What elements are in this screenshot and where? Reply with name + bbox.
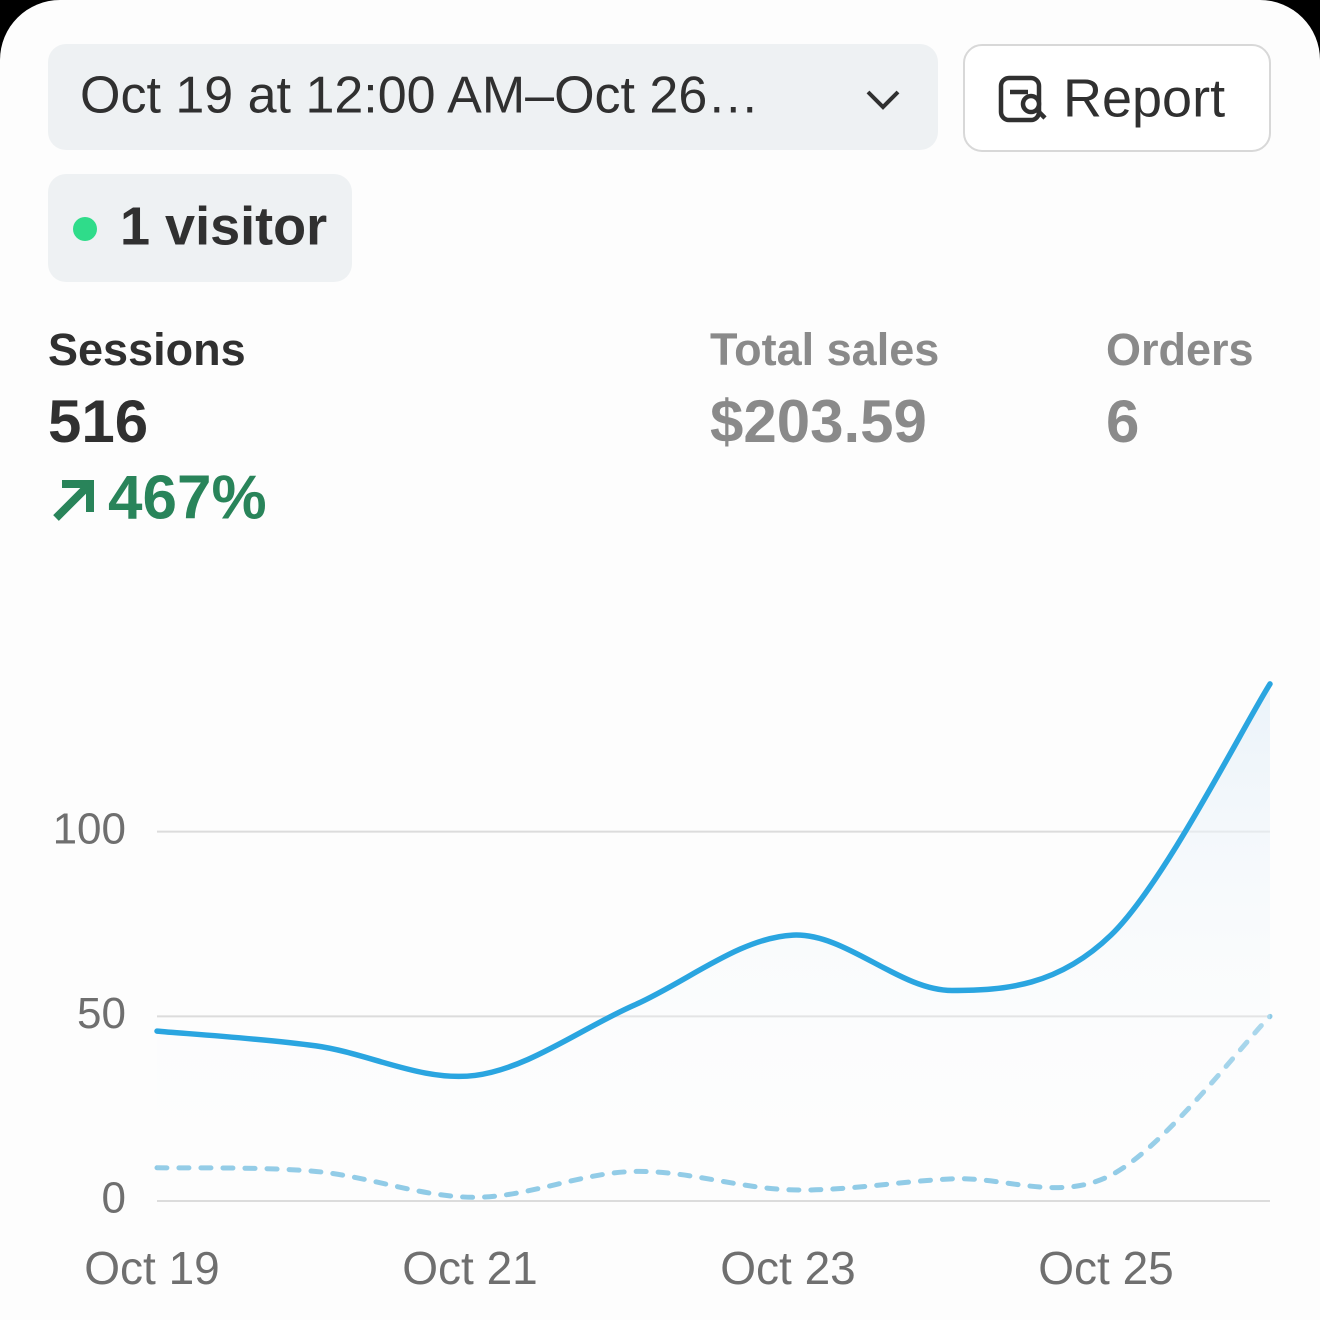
y-tick-label: 50 <box>77 989 126 1038</box>
date-picker[interactable] <box>48 44 938 150</box>
y-tick-label: 100 <box>53 804 126 853</box>
x-tick-label: Oct 19 <box>84 1242 220 1294</box>
metric-value: 6 <box>1106 388 1139 455</box>
chevron <box>866 90 900 110</box>
visitor-count: 1 visitor <box>120 196 327 256</box>
metric-value: 516 <box>48 388 148 455</box>
x-tick-label: Oct 25 <box>1038 1242 1174 1294</box>
report-button[interactable] <box>963 44 1271 152</box>
area <box>157 683 1270 1201</box>
metric-value: $203.59 <box>710 388 927 455</box>
live-dot <box>73 217 97 241</box>
metric-change: 467% <box>108 463 267 532</box>
up-arrow <box>53 480 94 521</box>
x-tick-label: Oct 23 <box>720 1242 856 1294</box>
metric-label[interactable]: Orders <box>1106 324 1254 375</box>
metric-label[interactable]: Total sales <box>710 324 939 375</box>
visitor-badge[interactable] <box>48 174 352 282</box>
report-label[interactable]: Report <box>1063 68 1225 128</box>
line <box>154 681 1273 1080</box>
date-range[interactable]: Oct 19 at 12:00 AM–Oct 26… <box>80 67 759 125</box>
metric-label[interactable]: Sessions <box>48 324 246 375</box>
x-tick-label: Oct 21 <box>402 1242 538 1294</box>
y-tick-label: 0 <box>102 1174 126 1223</box>
chart: 0 50 100 Oct 19 Oct 21 Oct 23 Oct 25 <box>53 681 1273 1294</box>
report-icon <box>998 75 1047 123</box>
